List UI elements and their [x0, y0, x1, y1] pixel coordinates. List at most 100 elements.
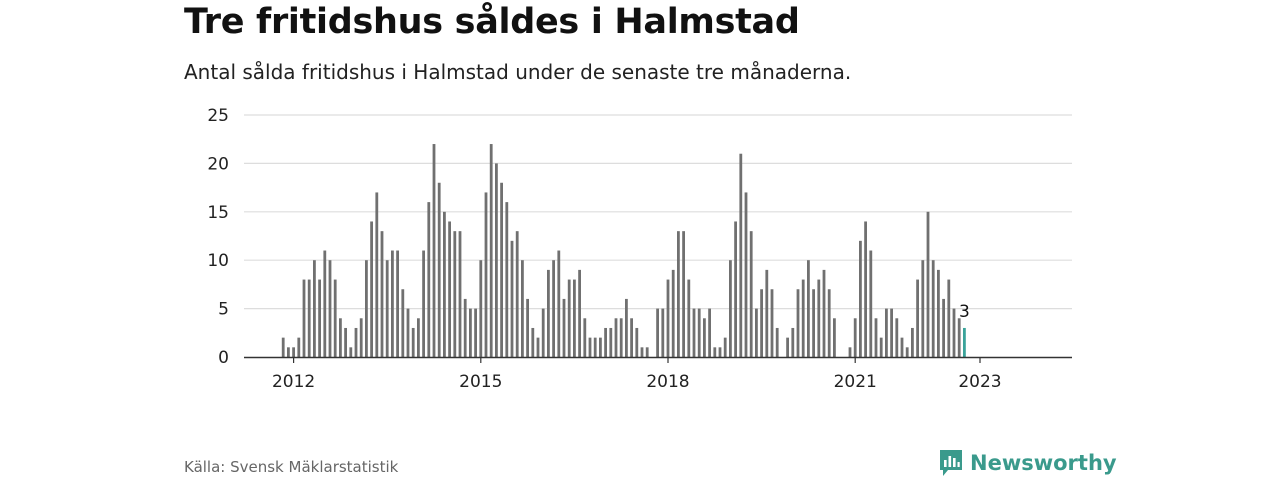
bar: [458, 231, 462, 357]
bar: [604, 327, 607, 357]
bar: [614, 318, 618, 357]
bar: [645, 347, 649, 357]
bar: [677, 231, 680, 357]
bar: [937, 269, 940, 357]
bar: [427, 202, 431, 357]
y-tick-label: 20: [207, 154, 229, 174]
bar: [328, 260, 332, 357]
bar: [448, 221, 451, 357]
bar: [739, 153, 743, 357]
bar: [640, 347, 644, 357]
bar: [661, 308, 665, 357]
bar: [515, 231, 519, 357]
bar: [443, 211, 446, 357]
bar: [796, 289, 800, 357]
brand-name: Newsworthy: [970, 451, 1117, 475]
brand-logo: Newsworthy: [938, 448, 1117, 478]
y-tick-label: 10: [207, 251, 229, 271]
bar: [952, 308, 956, 357]
bar: [734, 221, 737, 357]
bar: [931, 260, 935, 357]
bar: [770, 289, 774, 357]
bar: [313, 260, 316, 357]
bar: [365, 260, 368, 357]
bar: [755, 308, 758, 357]
chart-subtitle: Antal sålda fritidshus i Halmstad under …: [184, 60, 852, 84]
bar: [469, 308, 472, 357]
bar: [916, 279, 919, 357]
bar: [874, 318, 878, 357]
bar: [287, 347, 290, 357]
latest-value-label: 3: [959, 302, 970, 322]
bar: [895, 318, 899, 357]
bar: [708, 308, 711, 357]
bar: [947, 279, 951, 357]
x-tick-label: 2018: [646, 372, 689, 392]
y-tick-label: 15: [207, 203, 229, 223]
bar: [859, 240, 862, 357]
bar: [703, 318, 706, 357]
bar: [625, 298, 628, 357]
bar: [609, 327, 613, 357]
bar: [869, 250, 873, 357]
bar: [692, 308, 696, 357]
bar: [385, 260, 389, 357]
bar: [749, 231, 753, 357]
bar: [417, 318, 420, 357]
bar: [765, 269, 769, 357]
bar: [411, 327, 415, 357]
bar: [599, 337, 602, 357]
source-note: Källa: Svensk Mäklarstatistik: [184, 458, 399, 476]
bar: [526, 298, 529, 357]
bar: [666, 279, 670, 357]
bar-chart: 0 5 10 15 20 25 2012 2015 2018 2021 2023 3: [207, 106, 1072, 392]
x-tick-label: 2015: [459, 372, 502, 392]
y-tick-label: 25: [207, 106, 229, 126]
bar: [396, 250, 399, 357]
bar: [822, 269, 826, 357]
bar: [926, 211, 930, 357]
bar: [505, 202, 509, 357]
bar: [375, 192, 379, 357]
bar: [807, 260, 810, 357]
bar: [531, 327, 535, 357]
bar: [344, 327, 347, 357]
bar: [474, 308, 477, 357]
bar: [775, 327, 779, 357]
x-tick-label: 2012: [272, 372, 315, 392]
bar: [812, 289, 815, 357]
bar: [853, 318, 857, 357]
bar: [495, 163, 498, 357]
bar: [354, 327, 358, 357]
bar: [547, 269, 550, 357]
bar: [801, 279, 805, 357]
bar: [671, 269, 675, 357]
bar: [359, 318, 363, 357]
bar: [760, 289, 763, 357]
bar: [302, 279, 306, 357]
bar: [557, 250, 561, 357]
bar-latest: [963, 327, 966, 357]
bar: [292, 347, 295, 357]
bar: [391, 250, 394, 357]
bar: [323, 250, 327, 357]
bar: [583, 318, 587, 357]
bar: [318, 279, 321, 357]
bar: [552, 260, 555, 357]
bar: [562, 298, 566, 357]
bar: [463, 298, 467, 357]
bar: [333, 279, 337, 357]
bar: [713, 347, 717, 357]
bar: [479, 260, 483, 357]
bar: [682, 231, 685, 357]
bar: [786, 337, 789, 357]
bar: [401, 289, 405, 357]
bar: [817, 279, 821, 357]
bar: [453, 231, 457, 357]
chart-title: Tre fritidshus såldes i Halmstad: [184, 2, 800, 42]
bar: [541, 308, 545, 357]
x-tick-label: 2021: [834, 372, 877, 392]
bar: [885, 308, 888, 357]
bar: [697, 308, 701, 357]
bar: [900, 337, 904, 357]
